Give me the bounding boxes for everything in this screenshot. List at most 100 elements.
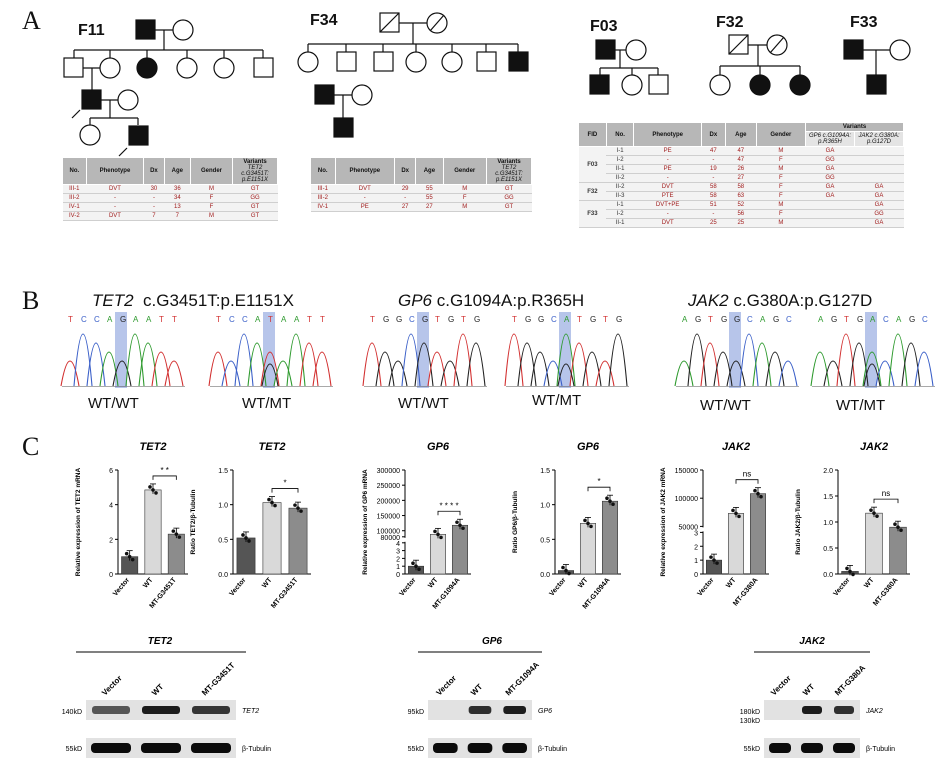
y-tick-label: 1.5	[540, 468, 550, 475]
data-point	[899, 528, 903, 532]
table-cell: III-2	[310, 193, 336, 203]
kd-marker: 180kD	[740, 709, 760, 716]
table-cell: F	[443, 193, 487, 203]
data-point	[270, 500, 274, 505]
table-cell: 63	[725, 191, 757, 201]
y-tick-label: 0.5	[823, 546, 833, 553]
y-tick-label: 0.0	[218, 572, 228, 579]
x-tick-label: WT	[577, 576, 590, 589]
lane-label: WT	[469, 682, 484, 697]
trace-peak	[778, 360, 798, 387]
col-header: Dx	[700, 122, 726, 147]
table-cell: 55	[415, 193, 444, 203]
bar	[167, 533, 185, 575]
f11-iii1	[81, 89, 102, 110]
base-letter: T	[461, 315, 466, 324]
base-letter: T	[307, 315, 312, 324]
trace-peak	[86, 342, 106, 387]
table-row: II-1 PE 19 26 M GA	[579, 164, 904, 174]
family-label-f03: F03	[590, 18, 618, 35]
trace-peak	[504, 333, 524, 387]
base-letter: T	[268, 315, 273, 324]
base-letter: T	[216, 315, 221, 324]
data-point	[293, 503, 297, 507]
data-point	[845, 566, 849, 571]
data-point	[130, 557, 135, 562]
col-header: Age	[415, 157, 444, 185]
table-cell: -	[394, 193, 416, 203]
col-header: Variants	[805, 122, 904, 132]
base-letter: T	[603, 315, 608, 324]
table-cell: DVT	[633, 182, 702, 192]
tet2-seq-title: TET2 c.G3451T:p.E1151X	[92, 291, 294, 310]
f11-i1	[135, 19, 156, 40]
data-point	[154, 491, 158, 495]
base-letter: C	[81, 315, 87, 324]
table-cell: DVT	[335, 184, 395, 194]
table-cell: PE	[335, 202, 395, 212]
table-cell: GT	[486, 184, 532, 194]
trace-peak	[362, 342, 382, 387]
significance-bracket	[873, 498, 899, 504]
trace-peak	[543, 360, 563, 387]
table-cell: M	[756, 218, 806, 228]
data-point	[127, 554, 132, 559]
table-cell: GG	[854, 209, 904, 219]
table-cell: 56	[725, 209, 757, 219]
bar	[749, 493, 766, 575]
table-cell: -	[701, 155, 726, 165]
y-tick-label: 1.5	[823, 494, 833, 501]
data-point	[177, 535, 182, 539]
y-tick-label: 0.0	[823, 572, 833, 579]
table-cell: 47	[725, 155, 757, 165]
trace-peak	[875, 360, 895, 387]
trace-peak	[888, 333, 908, 387]
trace-peak	[752, 342, 772, 387]
table-cell: II-2	[606, 182, 634, 192]
base-letter: A	[818, 315, 824, 324]
base-letter: C	[786, 315, 792, 324]
protein-band	[92, 706, 130, 714]
blot-title: TET2	[148, 636, 173, 647]
y-tick-label: 4	[109, 503, 113, 510]
tubulin-band	[141, 743, 181, 753]
base-letter: G	[831, 315, 837, 324]
table-cell: -	[633, 209, 702, 219]
trace-peak	[221, 360, 241, 387]
base-letter: G	[474, 315, 480, 324]
data-point	[267, 497, 271, 502]
table-cell: GT	[232, 211, 278, 221]
data-point	[608, 499, 612, 503]
base-letter: A	[133, 315, 139, 324]
table-cell: II-3	[606, 191, 634, 201]
base-letter: C	[883, 315, 889, 324]
chart-title: TET2	[140, 441, 167, 453]
y-tick-label: 50000	[679, 524, 699, 531]
significance-bracket	[271, 488, 299, 493]
western-tet2: TET2 Vector WT MT-G3451T 140kD 55kD TET2 β-Tubu…	[62, 636, 271, 758]
data-point	[124, 551, 129, 556]
table-cell: III-1	[62, 184, 87, 194]
data-point	[417, 567, 421, 571]
table-cell: GT	[232, 184, 278, 194]
table-cell: 58	[701, 191, 726, 201]
chart-2: GP6 Relative expression of GP6 mRNA 012348…	[362, 441, 473, 610]
band-label: β-Tubulin	[242, 746, 271, 753]
base-letter: A	[107, 315, 113, 324]
f11-ii2	[99, 57, 121, 79]
jak2-sub: JAK2 c.G380A: p.G127D	[854, 131, 904, 147]
col-header: Gender	[190, 157, 233, 185]
col-header: Phenotype	[85, 157, 145, 185]
y-tick-label: 1.0	[218, 503, 228, 510]
table-cell: F	[756, 182, 806, 192]
bar	[579, 523, 596, 575]
table-cell: -	[633, 173, 702, 183]
trace-peak	[260, 351, 280, 387]
bar	[451, 524, 468, 575]
data-point	[561, 565, 565, 570]
data-point	[461, 526, 465, 531]
trace-peak	[375, 351, 395, 387]
chart-0: TET2 Relative expression of TET2 mRNA 0 2 4 6…	[75, 441, 188, 610]
table-cell: 51	[701, 200, 726, 210]
